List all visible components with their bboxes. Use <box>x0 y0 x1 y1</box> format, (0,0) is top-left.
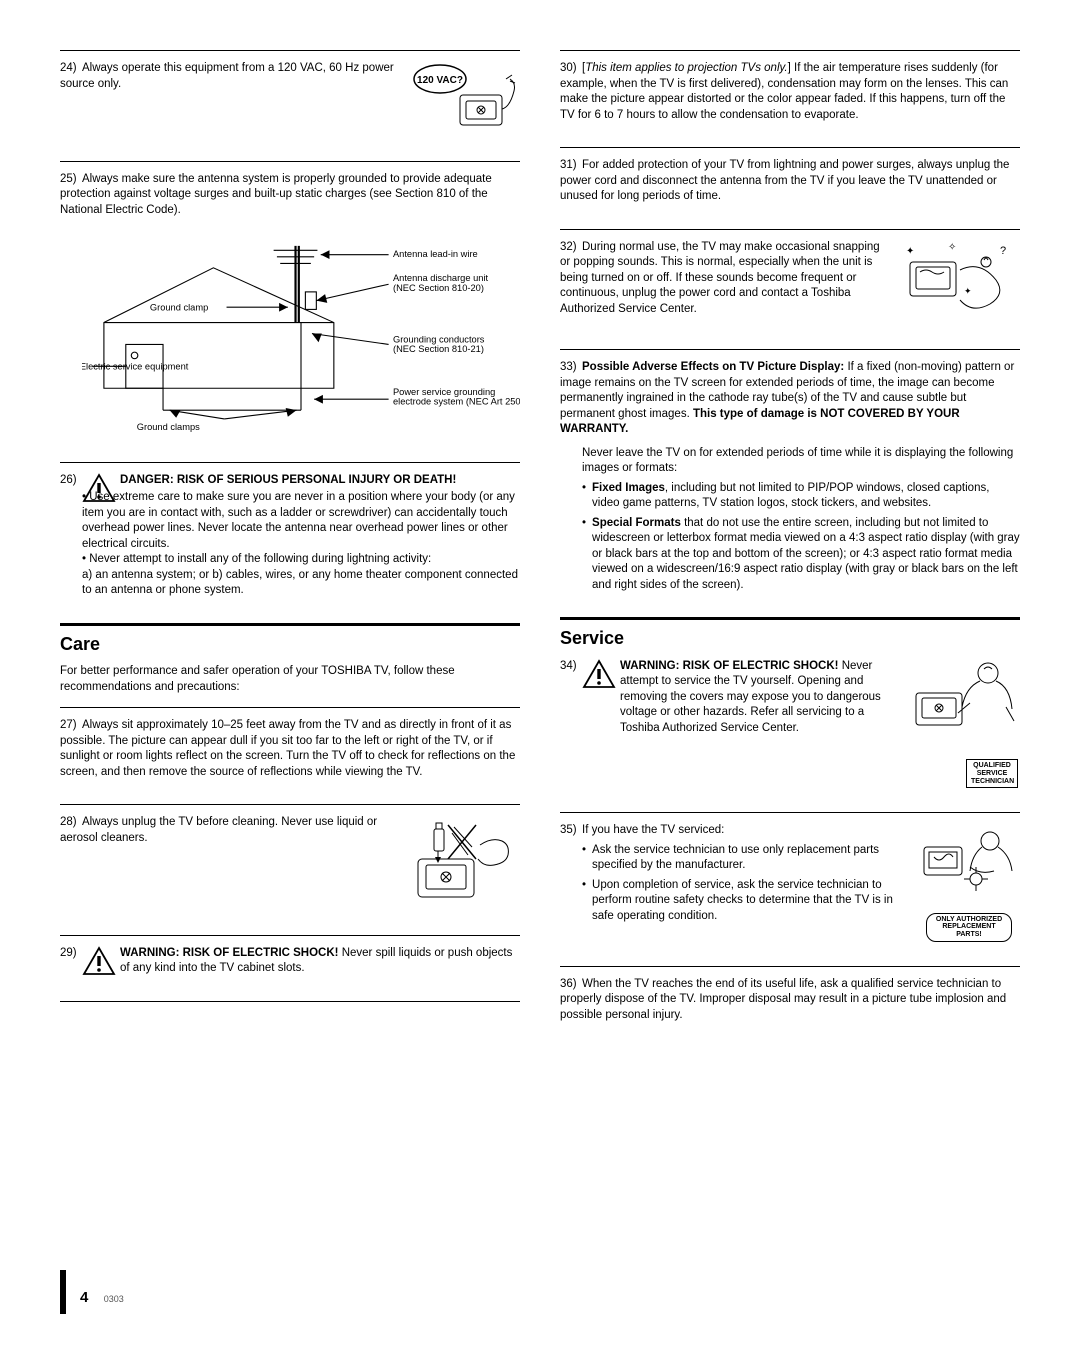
svg-text:?: ? <box>1000 245 1006 257</box>
bullet-fixed: • Fixed Images, including but not limite… <box>560 481 1020 512</box>
page-code: 0303 <box>104 1294 124 1304</box>
warning-title: WARNING: RISK OF ELECTRIC SHOCK! <box>620 660 839 672</box>
item-lead: If you have the TV serviced: <box>582 824 724 836</box>
item-num: 33) <box>560 360 582 376</box>
vac-badge-text: 120 VAC? <box>417 75 463 86</box>
item-num: 32) <box>560 240 582 256</box>
svg-text:✦: ✦ <box>964 286 972 296</box>
spray-illustration <box>390 815 520 911</box>
item-num: 34) <box>560 659 577 675</box>
service-section: Service <box>560 617 1020 650</box>
right-column: 30)[This item applies to projection TVs … <box>560 50 1020 1318</box>
footer-bar <box>60 1270 66 1314</box>
item-num: 29) <box>60 946 77 962</box>
item-26: 26) DANGER: RISK OF SERIOUS PERSONAL INJ… <box>60 462 520 609</box>
item-num: 30) <box>560 61 582 77</box>
item-text: During normal use, the TV may make occas… <box>560 241 880 315</box>
page-footer: 4 0303 <box>80 1288 124 1308</box>
item-num: 25) <box>60 172 82 188</box>
item-num: 36) <box>560 977 582 993</box>
item-text: Always operate this equipment from a 120… <box>60 62 394 90</box>
item-title: Possible Adverse Effects on TV Picture D… <box>582 361 844 373</box>
service-title: Service <box>560 626 1020 650</box>
left-column: 120 VAC? 24)Always operate this equipmen… <box>60 50 520 1318</box>
item-30: 30)[This item applies to projection TVs … <box>560 50 1020 133</box>
item-num: 31) <box>560 158 582 174</box>
svg-text:(NEC Section 810-21): (NEC Section 810-21) <box>393 344 484 354</box>
warning-p2: • Never attempt to install any of the fo… <box>82 552 520 568</box>
item-num: 35) <box>560 823 582 839</box>
tv-plug-illustration: 120 VAC? <box>410 61 520 137</box>
warning-p1: • Use extreme care to make sure you are … <box>82 490 520 552</box>
svg-text:✦: ✦ <box>906 246 914 257</box>
item-34: QUALIFIEDSERVICETECHNICIAN 34) WARNING: … <box>560 659 1020 799</box>
item-25: 25)Always make sure the antenna system i… <box>60 161 520 448</box>
care-section: Care For better performance and safer op… <box>60 623 520 695</box>
bullet-ask: •Ask the service technician to use only … <box>560 843 912 874</box>
grounding-diagram: Antenna lead-in wire Antenna discharge u… <box>60 224 520 438</box>
parts-box: ONLY AUTHORIZEDREPLACEMENTPARTS! <box>926 913 1012 942</box>
parts-illustration: ONLY AUTHORIZEDREPLACEMENTPARTS! <box>920 827 1020 942</box>
item-27: 27)Always sit approximately 10–25 feet a… <box>60 707 520 790</box>
item-num: 24) <box>60 61 82 77</box>
item-24: 120 VAC? 24)Always operate this equipmen… <box>60 50 520 147</box>
snap-illustration: ✦ ✧ ? ✦ <box>900 240 1020 326</box>
item-29: 29) WARNING: RISK OF ELECTRIC SHOCK! Nev… <box>60 935 520 987</box>
item-italic: This item applies to projection TVs only… <box>585 62 787 74</box>
svg-text:✧: ✧ <box>948 242 956 253</box>
label-c: Ground clamp <box>150 303 208 313</box>
warning-icon <box>82 473 116 503</box>
care-intro: For better performance and safer operati… <box>60 664 520 695</box>
warning-title: DANGER: RISK OF SERIOUS PERSONAL INJURY … <box>120 474 456 486</box>
item-35: 35)If you have the TV serviced: ONLY AUT… <box>560 812 1020 952</box>
item-text: Always unplug the TV before cleaning. Ne… <box>60 816 377 844</box>
bullet-special: • Special Formats that do not use the en… <box>560 516 1020 594</box>
label-a: Antenna lead-in wire <box>393 249 478 259</box>
item-p2: Never leave the TV on for extended perio… <box>560 446 1020 477</box>
item-32: ✦ ✧ ? ✦ 32)During normal use, the TV may… <box>560 229 1020 336</box>
item-text: Always sit approximately 10–25 feet away… <box>60 719 515 778</box>
item-28: 28)Always unplug the TV before cleaning.… <box>60 804 520 921</box>
warning-p3: a) an antenna system; or b) cables, wire… <box>82 568 520 599</box>
label-e: Electric service equipment <box>82 362 189 372</box>
item-text: When the TV reaches the end of its usefu… <box>560 978 1006 1021</box>
item-36: 36)When the TV reaches the end of its us… <box>560 966 1020 1034</box>
item-num: 26) <box>60 473 77 489</box>
care-title: Care <box>60 632 520 656</box>
bullet-completion: •Upon completion of service, ask the ser… <box>560 878 912 925</box>
svg-text:Grounding conductors: Grounding conductors <box>393 334 485 344</box>
svg-text:Power service grounding: Power service grounding <box>393 387 495 397</box>
svg-text:(NEC Section 810-20): (NEC Section 810-20) <box>393 283 484 293</box>
svg-text:electrode system (NEC Art 250: electrode system (NEC Art 250 Part H) <box>393 397 520 407</box>
warning-icon <box>582 659 616 689</box>
page-number: 4 <box>80 1289 88 1306</box>
warning-title: WARNING: RISK OF ELECTRIC SHOCK! <box>120 947 339 959</box>
item-text: Always make sure the antenna system is p… <box>60 173 492 216</box>
item-num: 27) <box>60 718 82 734</box>
item-31: 31)For added protection of your TV from … <box>560 147 1020 215</box>
qualified-box: QUALIFIEDSERVICETECHNICIAN <box>966 759 1018 788</box>
warning-icon <box>82 946 116 976</box>
label-b: Antenna discharge unit <box>393 273 489 283</box>
item-text: For added protection of your TV from lig… <box>560 159 1009 202</box>
label-g: Ground clamps <box>137 422 200 432</box>
item-33: 33)Possible Adverse Effects on TV Pictur… <box>560 349 1020 603</box>
item-num: 28) <box>60 815 82 831</box>
